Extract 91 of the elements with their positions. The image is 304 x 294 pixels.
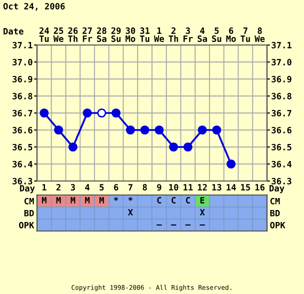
chart-title: Oct 24, 2006: [3, 2, 65, 11]
text: M: [56, 197, 61, 204]
x-tick-label: 1 We: [154, 28, 164, 42]
y-tick-label: 36.3: [12, 178, 32, 184]
y2-tick-label: 37.0: [272, 58, 292, 66]
x-tick-label: 25 We: [53, 27, 64, 42]
x-tick-label: 29 Su: [111, 27, 121, 42]
x-tick-label: 6 Mo: [226, 27, 236, 42]
x-tick-label: 4 Sa: [198, 28, 207, 42]
x-tick-label: 8: [142, 184, 147, 191]
text: M: [42, 197, 46, 204]
text: –: [185, 224, 191, 226]
text: *: [114, 196, 118, 201]
y2-tick-label: 36.5: [272, 144, 292, 150]
text: M: [85, 197, 90, 204]
y-tick-label: BD: [24, 210, 34, 216]
y-tick-label: 37.0: [12, 58, 32, 66]
y2-tick-label: 36.9: [272, 76, 292, 82]
x-axis-title: Date: [4, 28, 24, 34]
y2-tick-label: CM: [270, 198, 280, 204]
x-tick-label: 27 Fr: [82, 27, 92, 42]
x-tick-label: 6: [114, 184, 118, 191]
text: *: [128, 196, 133, 201]
y-tick-label: 36.7: [12, 110, 32, 116]
y2-tick-label: BD: [270, 210, 280, 216]
point: [198, 125, 207, 135]
x-tick-label: 3 Fr: [184, 27, 193, 42]
y2-tick-label: 36.6: [272, 126, 292, 134]
x-tick-label: 8 We: [254, 27, 265, 42]
x-tick-label: 4: [85, 184, 90, 190]
text: X: [200, 209, 205, 216]
point: [40, 108, 49, 118]
y2-tick-label: 36.7: [272, 110, 292, 116]
x-tick-label: 12: [198, 184, 207, 190]
x-tick-label: 5: [100, 184, 104, 191]
point: [212, 125, 222, 135]
x-tick-label: 16: [255, 184, 265, 191]
x-tick-label: 28 Sa: [96, 27, 106, 42]
y2-tick-label: 37.1: [272, 42, 292, 48]
y-tick-label: 36.4: [12, 160, 32, 168]
x-tick-label: 5 Su: [212, 28, 222, 42]
text: E: [200, 197, 204, 204]
text: C: [186, 196, 190, 204]
y-tick-label: CM: [24, 198, 34, 204]
x-axis-title: Day: [20, 185, 35, 194]
x-tick-label: 2 Th: [168, 27, 178, 42]
x-tick-label: 14: [226, 184, 236, 190]
y2-tick-label: 36.8: [272, 92, 292, 100]
text: X: [128, 209, 133, 216]
x-tick-label: 15: [241, 184, 250, 191]
point: [169, 142, 178, 152]
text: –: [170, 224, 176, 226]
y-tick-label: OPK: [19, 222, 34, 228]
y2-tick-label: 36.3: [272, 178, 292, 184]
x-tick-label: 10: [169, 184, 178, 191]
x-tick-label: 7: [128, 184, 132, 190]
text: –: [200, 224, 205, 226]
point: [97, 108, 106, 118]
y-tick-label: 36.5: [12, 144, 32, 150]
text: M: [99, 197, 104, 204]
y2-tick-label: OPK: [270, 222, 286, 228]
text: Day: [270, 185, 284, 194]
x-tick-label: 11: [184, 184, 193, 190]
x-tick-label: 13: [212, 184, 222, 191]
x-tick-label: 31 Tu: [140, 27, 150, 42]
text: M: [70, 197, 76, 204]
y-tick-label: 37.1: [12, 42, 32, 48]
x-tick-label: 24 Tu: [39, 27, 49, 42]
point: [140, 125, 150, 135]
point: [68, 142, 78, 152]
point: [183, 142, 192, 152]
x-tick-label: 3: [70, 184, 75, 191]
y-tick-label: 36.8: [12, 92, 32, 100]
x-tick-label: 2: [56, 184, 60, 190]
point: [54, 125, 64, 135]
x-tick-label: 9: [157, 184, 162, 191]
text: –: [156, 224, 162, 226]
x-tick-label: 26 Th: [68, 27, 78, 42]
point: [112, 108, 121, 118]
x-tick-label: 1: [42, 184, 46, 190]
text: C: [172, 196, 176, 204]
y-tick-label: 36.6: [12, 126, 32, 134]
text: C: [157, 196, 162, 204]
point: [154, 125, 164, 135]
point: [82, 108, 92, 118]
point: [226, 159, 236, 169]
point: [126, 125, 135, 135]
y-tick-label: 36.9: [12, 76, 32, 82]
x-tick-label: 7 Tu: [240, 28, 250, 42]
x-tick-label: 30 Mo: [126, 27, 136, 42]
y2-tick-label: 36.4: [272, 160, 292, 168]
